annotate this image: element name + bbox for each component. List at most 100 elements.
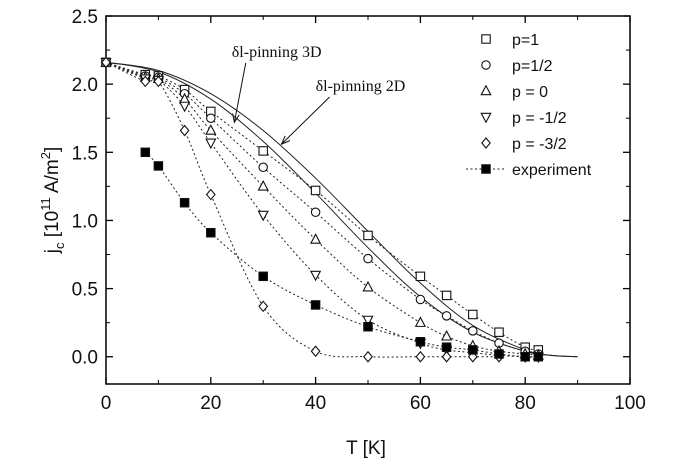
x-tick-label: 0 [101,393,112,414]
marker-square-filled [310,300,321,310]
marker-square-filled [140,147,151,158]
y-axis-label: jc [1011 A/m2] [38,147,67,254]
legend: p=1 p=1/2 p = 0 p = -1/2 p = -3/2 experiment [466,32,592,179]
data-markers [100,55,544,364]
marker-square-filled [363,322,373,332]
marker-circle-open [481,60,491,70]
y-label-unit-pre: [10 [42,211,63,243]
y-tick-label: 2.0 [72,75,98,96]
axis-ticks: 0 20 40 60 80 100 0.0 0.5 1.0 1.5 2.0 2.5 [72,7,646,414]
x-tick-label: 100 [614,393,646,414]
series-line-0 [105,61,539,351]
y-label-sub: c [52,242,67,249]
theory-curve-2d [105,61,578,358]
marker-square-filled [494,349,504,359]
marker-triangle-down-open [362,315,374,327]
marker-diamond-open [179,124,190,137]
series-line-4 [105,61,499,358]
legend-label: p = -1/2 [512,110,567,127]
legend-label: p=1 [512,32,539,49]
marker-square-filled [153,161,164,171]
y-label-unit-sup: 2 [38,152,53,159]
marker-diamond-open [363,350,373,363]
x-tick-label: 20 [200,393,221,414]
marker-triangle-down-open [480,112,492,124]
marker-circle-open [310,207,321,218]
marker-diamond-open [258,300,269,313]
legend-label: p = 0 [512,84,548,101]
annotation-arrow-head-1 [280,135,291,146]
marker-diamond-open [441,350,452,363]
marker-square-open [258,146,268,156]
marker-diamond-open [481,137,491,149]
legend-item: p = 0 [480,84,548,101]
marker-square-filled [533,351,544,362]
marker-triangle-up-open [480,84,492,96]
marker-square-open [415,271,426,282]
y-tick-label: 0.5 [72,280,98,301]
marker-square-open [494,327,504,337]
marker-circle-open [363,253,373,264]
theory-curve-3d [105,61,578,358]
legend-label: experiment [512,162,592,179]
marker-diamond-open [310,345,321,358]
marker-square-filled [258,271,268,282]
y-tick-label: 1.0 [72,211,98,232]
y-label-unit-mid: A/m [42,159,63,197]
marker-square-filled [415,336,426,347]
marker-diamond-open [153,75,164,88]
theory-curves [105,61,578,358]
marker-square-open [363,230,373,241]
annotation-arrow-head-0 [232,113,240,124]
annotation-arrow-line-0 [233,62,247,123]
y-tick-label: 0.0 [72,348,98,369]
y-label-unit-exp: 11 [38,197,53,211]
annotation-label-1: δl-pinning 2D [316,78,406,95]
marker-triangle-down-open [257,210,269,222]
marker-triangle-down-open [178,101,191,113]
legend-item: p = -1/2 [480,110,567,127]
legend-item: experiment [466,162,592,179]
marker-triangle-up-open [309,233,322,244]
marker-triangle-up-open [205,124,217,135]
marker-square-filled [468,345,478,355]
marker-diamond-open [140,75,151,88]
marker-square-open [481,34,491,44]
marker-circle-open [415,294,426,305]
x-tick-label: 60 [410,393,431,414]
marker-triangle-up-open [257,179,269,191]
marker-circle-open [258,162,268,173]
marker-square-filled [481,164,491,174]
y-label-unit-post: ] [42,147,63,152]
legend-item: p=1 [481,32,539,49]
series-line-5 [144,151,539,358]
marker-circle-open [441,311,452,321]
marker-circle-open [468,326,478,336]
x-axis-label: T [K] [346,438,386,459]
x-tick-label: 40 [305,393,326,414]
marker-triangle-up-open [414,316,427,327]
annotations: δl-pinning 3D δl-pinning 2D [232,44,406,146]
y-label-base: j [42,249,63,254]
marker-triangle-up-open [362,280,374,292]
marker-square-filled [520,351,530,362]
y-tick-label: 2.5 [72,7,98,28]
marker-diamond-open [101,56,111,69]
x-tick-label: 80 [515,393,536,414]
annotation-label-0: δl-pinning 3D [232,44,322,61]
marker-diamond-open [205,188,216,201]
marker-square-open [468,309,478,320]
annotation-arrow-line-1 [281,96,330,145]
marker-triangle-up-open [440,329,453,341]
marker-square-filled [206,227,216,238]
legend-item: p = -3/2 [481,136,567,153]
marker-square-filled [179,197,190,208]
marker-square-open [310,185,321,196]
marker-triangle-down-open [309,270,322,282]
legend-item: p=1/2 [481,58,553,75]
legend-label: p=1/2 [512,58,553,75]
legend-label: p = -3/2 [512,136,567,153]
marker-triangle-down-open [205,138,217,150]
marker-circle-open [206,113,216,123]
